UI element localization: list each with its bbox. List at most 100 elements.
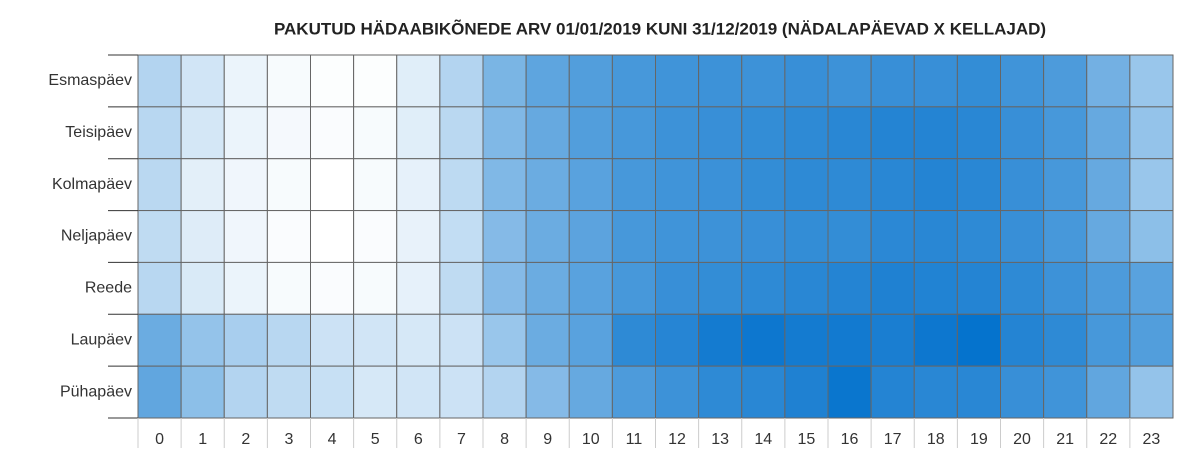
heat-cell (396, 210, 441, 263)
heat-cell (956, 54, 1001, 108)
heat-cell (698, 54, 743, 108)
heat-cell (913, 261, 958, 315)
heat-cell (353, 365, 398, 419)
heat-cell (1043, 313, 1088, 367)
heat-cell (439, 365, 484, 419)
heat-cell (611, 365, 656, 419)
y-tick-label: Neljapäev (61, 228, 132, 245)
heat-cell (870, 54, 915, 108)
heat-cell (827, 365, 872, 419)
heat-cell (1000, 106, 1045, 160)
heat-cell (827, 261, 872, 315)
heat-cell (1043, 158, 1088, 212)
heat-cell (1129, 261, 1174, 315)
heat-cell (655, 365, 700, 419)
heat-cell (1043, 210, 1088, 263)
heat-cell (913, 106, 958, 160)
heat-cell (353, 261, 398, 315)
heat-cell (1000, 158, 1045, 212)
heat-cell (913, 158, 958, 212)
heat-cell (525, 54, 570, 108)
heat-cell (310, 313, 355, 367)
heat-cell (1000, 54, 1045, 108)
heat-cell (310, 158, 355, 212)
heat-cell (784, 313, 829, 367)
heat-cell (482, 313, 527, 367)
heat-cell (655, 210, 700, 263)
heat-cell (784, 365, 829, 419)
heat-cell (223, 365, 268, 419)
heat-cell (568, 54, 613, 108)
heat-cell (439, 210, 484, 263)
heat-cell (611, 158, 656, 212)
heat-cell (396, 261, 441, 315)
x-tick-label: 9 (543, 431, 552, 448)
heat-cell (741, 210, 786, 263)
heat-cell (353, 313, 398, 367)
heat-cell (741, 54, 786, 108)
heat-cell (223, 54, 268, 108)
x-tick-label: 0 (155, 431, 164, 448)
heat-cell (870, 261, 915, 315)
x-tick-label: 4 (328, 431, 337, 448)
heat-cell (482, 365, 527, 419)
heat-cell (396, 54, 441, 108)
heat-cell (741, 158, 786, 212)
heat-cell (568, 210, 613, 263)
x-tick-label: 15 (798, 431, 816, 448)
heat-cell (137, 313, 182, 367)
heat-cell (870, 106, 915, 160)
heat-cell (956, 210, 1001, 263)
heat-cell (611, 106, 656, 160)
heat-cell (870, 210, 915, 263)
heat-cell (913, 54, 958, 108)
heat-cell (611, 261, 656, 315)
heat-cell (741, 106, 786, 160)
x-tick-label: 2 (241, 431, 250, 448)
heat-cell (1129, 158, 1174, 212)
x-tick-label: 5 (371, 431, 380, 448)
heat-cell (439, 158, 484, 212)
heat-cell (1043, 365, 1088, 419)
y-tick-label: Reede (85, 280, 132, 297)
heat-cell (568, 365, 613, 419)
heat-cell (1086, 261, 1131, 315)
x-tick-label: 16 (841, 431, 859, 448)
heat-cell (266, 313, 311, 367)
heat-cell (956, 261, 1001, 315)
heat-cell (784, 158, 829, 212)
heat-cell (1043, 261, 1088, 315)
heat-cell (137, 365, 182, 419)
y-tick-label: Laupäev (71, 331, 132, 348)
heat-cell (1086, 210, 1131, 263)
heat-cell (655, 158, 700, 212)
heat-cell (1086, 106, 1131, 160)
x-tick-label: 11 (626, 431, 643, 448)
heat-cell (1129, 210, 1174, 263)
x-tick-label: 8 (500, 431, 509, 448)
x-tick-label: 18 (927, 431, 945, 448)
heat-cell (137, 158, 182, 212)
heat-cell (655, 313, 700, 367)
heat-cell (439, 54, 484, 108)
heat-cell (698, 365, 743, 419)
heat-cell (1086, 54, 1131, 108)
heat-cell (655, 54, 700, 108)
heat-cell (482, 261, 527, 315)
heat-cell (698, 261, 743, 315)
heat-cell (784, 210, 829, 263)
heat-cell (698, 106, 743, 160)
x-tick-label: 19 (970, 431, 988, 448)
heat-cell (180, 54, 225, 108)
heat-cell (568, 106, 613, 160)
heat-cell (870, 313, 915, 367)
heat-cell (223, 210, 268, 263)
heat-cell (137, 210, 182, 263)
heat-cell (698, 158, 743, 212)
heat-cell (1043, 106, 1088, 160)
heat-cell (956, 365, 1001, 419)
heat-cell (956, 106, 1001, 160)
heat-cell (396, 365, 441, 419)
heat-cell (482, 54, 527, 108)
heat-cell (439, 106, 484, 160)
